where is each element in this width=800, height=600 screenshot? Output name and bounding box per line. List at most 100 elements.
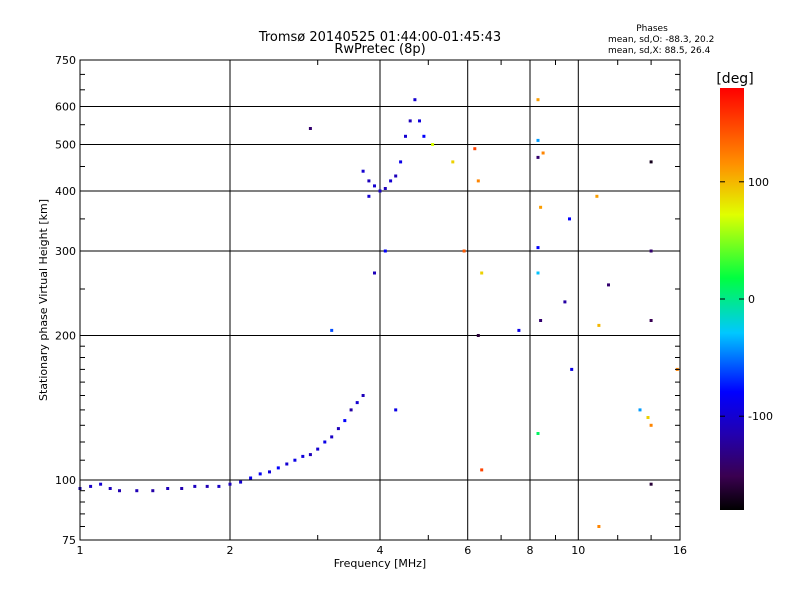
data-point bbox=[99, 482, 103, 486]
data-point bbox=[239, 480, 243, 484]
plot-frame bbox=[79, 59, 681, 541]
data-point bbox=[316, 447, 320, 451]
colorbar-tick-label: 0 bbox=[748, 293, 755, 306]
data-point bbox=[638, 408, 642, 412]
y-tick-label: 400 bbox=[55, 185, 76, 198]
data-point bbox=[367, 194, 371, 198]
data-point bbox=[383, 187, 387, 190]
y-tick-label: 500 bbox=[55, 139, 76, 152]
grid-lines bbox=[80, 60, 680, 540]
data-point bbox=[399, 160, 403, 164]
data-point bbox=[343, 419, 347, 423]
data-point bbox=[180, 487, 184, 490]
data-point bbox=[404, 134, 407, 138]
data-points bbox=[78, 98, 679, 528]
data-point bbox=[536, 432, 540, 435]
data-point bbox=[570, 367, 574, 371]
y-axis-label: Stationary phase Virtual Height [km] bbox=[37, 199, 50, 401]
legend-line-o: mean, sd,O: -88.3, 20.2 bbox=[608, 35, 714, 45]
data-point bbox=[597, 525, 601, 528]
data-point bbox=[462, 249, 466, 253]
data-point bbox=[268, 470, 271, 474]
data-point bbox=[349, 408, 353, 412]
data-point bbox=[649, 319, 653, 322]
data-point bbox=[539, 319, 543, 322]
data-point bbox=[118, 489, 121, 493]
data-point bbox=[330, 435, 334, 439]
data-point bbox=[563, 300, 567, 304]
data-point bbox=[293, 458, 297, 462]
data-point bbox=[355, 401, 359, 405]
data-point bbox=[408, 119, 412, 123]
data-point bbox=[476, 334, 480, 337]
data-point bbox=[536, 138, 540, 142]
x-tick-label: 2 bbox=[227, 544, 234, 557]
y-tick-label: 300 bbox=[55, 245, 76, 258]
data-point bbox=[480, 271, 484, 275]
data-point bbox=[205, 484, 209, 488]
legend-line-x: mean, sd,X: 88.5, 26.4 bbox=[608, 46, 711, 56]
y-axis-ticks: 75 100 200 300 400 500 600 750 bbox=[55, 54, 680, 547]
data-point bbox=[451, 160, 455, 164]
data-point bbox=[308, 453, 312, 457]
data-point bbox=[217, 484, 221, 488]
y-tick-label: 600 bbox=[55, 101, 76, 114]
data-point bbox=[228, 482, 232, 486]
data-point bbox=[389, 179, 393, 183]
data-point bbox=[480, 468, 484, 472]
data-point bbox=[431, 143, 435, 146]
data-point bbox=[323, 440, 327, 444]
data-point bbox=[413, 98, 417, 102]
data-point bbox=[336, 427, 340, 431]
data-point bbox=[568, 217, 571, 221]
colorbar-label: [deg] bbox=[716, 71, 753, 87]
data-point bbox=[301, 454, 305, 458]
data-point bbox=[383, 249, 387, 253]
data-point bbox=[394, 408, 398, 412]
colorbar-ticks: 100 0 -100 bbox=[720, 176, 773, 423]
data-point bbox=[276, 466, 280, 470]
colorbar-tick-label: 100 bbox=[748, 176, 769, 189]
data-point bbox=[249, 476, 253, 480]
data-point bbox=[373, 271, 376, 275]
data-point bbox=[89, 484, 93, 488]
x-tick-label: 10 bbox=[571, 544, 585, 557]
data-point bbox=[308, 127, 312, 130]
data-point bbox=[649, 482, 653, 486]
data-point bbox=[476, 179, 480, 183]
chart-subtitle: RwPretec (8p) bbox=[334, 42, 425, 57]
data-point bbox=[361, 394, 365, 397]
x-axis-label: Frequency [MHz] bbox=[334, 557, 426, 570]
data-point bbox=[330, 328, 334, 332]
data-point bbox=[646, 416, 650, 419]
data-point bbox=[373, 184, 376, 188]
data-point bbox=[151, 489, 155, 493]
data-point bbox=[108, 487, 112, 490]
legend-title: Phases bbox=[636, 24, 668, 34]
data-point bbox=[361, 169, 365, 173]
data-point bbox=[258, 472, 262, 476]
data-point bbox=[166, 487, 170, 490]
data-point bbox=[418, 119, 421, 123]
data-point bbox=[285, 462, 289, 466]
data-point bbox=[135, 489, 139, 493]
x-tick-label: 4 bbox=[377, 544, 384, 557]
data-point bbox=[517, 328, 521, 332]
data-point bbox=[649, 249, 653, 253]
data-point bbox=[536, 155, 540, 159]
data-point bbox=[541, 151, 545, 155]
chart-title: Tromsø 20140525 01:44:00-01:45:43 bbox=[258, 30, 501, 45]
data-point bbox=[649, 160, 653, 164]
data-point bbox=[536, 271, 540, 275]
data-point bbox=[473, 147, 477, 151]
data-point bbox=[193, 484, 197, 488]
colorbar-tick-label: -100 bbox=[748, 410, 773, 423]
y-tick-label: 200 bbox=[55, 330, 76, 343]
data-point bbox=[649, 423, 653, 427]
data-point bbox=[536, 98, 540, 102]
data-point bbox=[422, 134, 426, 138]
data-point bbox=[607, 283, 610, 287]
data-point bbox=[378, 189, 382, 193]
y-tick-label: 100 bbox=[55, 474, 76, 487]
